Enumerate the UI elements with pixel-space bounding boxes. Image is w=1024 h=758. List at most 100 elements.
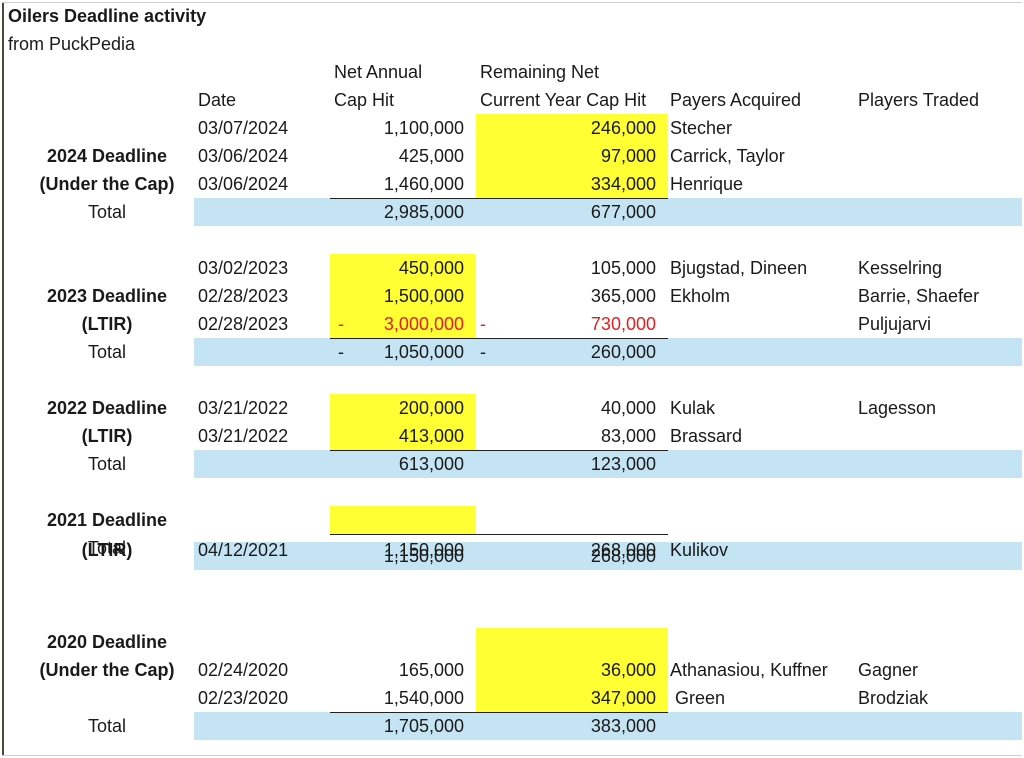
total-label: Total — [87, 716, 127, 736]
row-date: 02/28/2023 — [198, 314, 289, 334]
row-payers-acquired: Carrick, Taylor — [670, 146, 785, 166]
row-date: 03/21/2022 — [198, 398, 289, 418]
total-remaining-cap-hit: 123,000 — [590, 454, 656, 474]
total-net-cap-hit: 1,050,000 — [383, 342, 464, 362]
sheet-top-border — [2, 2, 1022, 3]
total-negative-marker-remaining: - — [480, 342, 486, 362]
net-highlight — [330, 506, 476, 534]
sheet-title: Oilers Deadline activity — [8, 6, 207, 26]
row-payers-acquired: Henrique — [670, 174, 744, 194]
row-date: 02/24/2020 — [198, 660, 289, 680]
row-players-traded: Lagesson — [858, 398, 937, 418]
row-date: 02/28/2023 — [198, 286, 289, 306]
header-net-line1: Net Annual — [334, 62, 423, 82]
row-players-traded: Gagner — [858, 660, 919, 680]
total-underline-net — [330, 198, 476, 199]
net-highlight — [330, 254, 476, 338]
negative-marker-net: - — [338, 314, 344, 334]
row-date: 03/21/2022 — [198, 426, 289, 446]
deadline-label: 2023 Deadline — [46, 286, 168, 306]
total-underline-net — [330, 712, 476, 713]
row-net-cap-hit: 1,150,000 — [383, 540, 464, 560]
row-remaining-cap-hit: 334,000 — [590, 174, 656, 194]
row-remaining-cap-hit: 105,000 — [590, 258, 656, 278]
total-label: Total — [87, 454, 127, 474]
row-players-traded: Puljujarvi — [858, 314, 932, 334]
net-highlight — [330, 394, 476, 450]
deadline-label: 2021 Deadline — [46, 510, 168, 530]
deadline-label: 2020 Deadline — [46, 632, 168, 652]
row-net-cap-hit: 1,540,000 — [383, 688, 464, 708]
row-date: 03/06/2024 — [198, 146, 289, 166]
row-payers-acquired: Kulikov — [670, 540, 729, 560]
deadline-sublabel: (LTIR) — [81, 314, 133, 334]
total-underline-remaining — [476, 534, 668, 535]
total-label: Total — [87, 342, 127, 362]
row-payers-acquired: Stecher — [670, 118, 733, 138]
deadline-sublabel: (LTIR) — [81, 426, 133, 446]
row-payers-acquired: Brassard — [670, 426, 743, 446]
total-label: Total — [87, 538, 127, 558]
row-net-cap-hit: 200,000 — [398, 398, 464, 418]
row-date: 03/07/2024 — [198, 118, 289, 138]
row-players-traded: Barrie, Shaefer — [858, 286, 980, 306]
deadline-sublabel: (LTIR) — [81, 540, 133, 560]
row-date: 02/23/2020 — [198, 688, 289, 708]
total-band — [194, 450, 1022, 478]
total-underline-remaining — [476, 198, 668, 199]
header-net-line2: Cap Hit — [334, 90, 395, 110]
header-payers-acquired: Payers Acquired — [670, 90, 802, 110]
remaining-highlight — [476, 114, 668, 198]
header-remaining-line2: Current Year Cap Hit — [480, 90, 647, 110]
row-payers-acquired: Ekholm — [670, 286, 731, 306]
total-remaining-cap-hit: 677,000 — [590, 202, 656, 222]
row-net-cap-hit: 413,000 — [398, 426, 464, 446]
row-net-cap-hit: 3,000,000 — [383, 314, 464, 334]
total-net-cap-hit: 1,150,000 — [383, 546, 464, 566]
total-label: Total — [87, 202, 127, 222]
total-net-cap-hit: 1,705,000 — [383, 716, 464, 736]
row-net-cap-hit: 165,000 — [398, 660, 464, 680]
row-payers-acquired: Bjugstad, Dineen — [670, 258, 808, 278]
row-remaining-cap-hit: 40,000 — [600, 398, 656, 418]
negative-marker-remaining: - — [480, 314, 486, 334]
total-band — [194, 712, 1022, 740]
deadline-label: 2024 Deadline — [46, 146, 168, 166]
total-remaining-cap-hit: 260,000 — [590, 342, 656, 362]
total-underline-remaining — [476, 712, 668, 713]
row-net-cap-hit: 1,500,000 — [383, 286, 464, 306]
header-remaining-line1: Remaining Net — [480, 62, 600, 82]
row-remaining-cap-hit: 36,000 — [600, 660, 656, 680]
total-underline-remaining — [476, 450, 668, 451]
remaining-highlight — [476, 628, 668, 712]
total-underline-net — [330, 338, 476, 339]
sheet-bottom-border — [2, 755, 1022, 756]
row-net-cap-hit: 1,100,000 — [383, 118, 464, 138]
total-band — [194, 338, 1022, 366]
deadline-label: 2022 Deadline — [46, 398, 168, 418]
total-net-cap-hit: 2,985,000 — [383, 202, 464, 222]
row-date: 04/12/2021 — [198, 540, 289, 560]
row-remaining-cap-hit: 347,000 — [590, 688, 656, 708]
header-players-traded: Players Traded — [858, 90, 980, 110]
row-remaining-cap-hit: 268,000 — [590, 540, 656, 560]
row-remaining-cap-hit: 730,000 — [590, 314, 656, 334]
row-net-cap-hit: 450,000 — [398, 258, 464, 278]
row-remaining-cap-hit: 246,000 — [590, 118, 656, 138]
row-payers-acquired: Kulak — [670, 398, 716, 418]
row-remaining-cap-hit: 83,000 — [600, 426, 656, 446]
row-payers-acquired: Athanasiou, Kuffner — [670, 660, 828, 680]
total-band — [194, 198, 1022, 226]
total-remaining-cap-hit: 268,000 — [590, 546, 656, 566]
total-net-cap-hit: 613,000 — [398, 454, 464, 474]
row-net-cap-hit: 1,460,000 — [383, 174, 464, 194]
sheet-left-border — [2, 2, 4, 756]
row-net-cap-hit: 425,000 — [398, 146, 464, 166]
row-date: 03/06/2024 — [198, 174, 289, 194]
header-date: Date — [198, 90, 237, 110]
total-band — [194, 542, 1022, 570]
deadline-sublabel: (Under the Cap) — [39, 660, 175, 680]
total-negative-marker-net: - — [338, 342, 344, 362]
row-remaining-cap-hit: 365,000 — [590, 286, 656, 306]
